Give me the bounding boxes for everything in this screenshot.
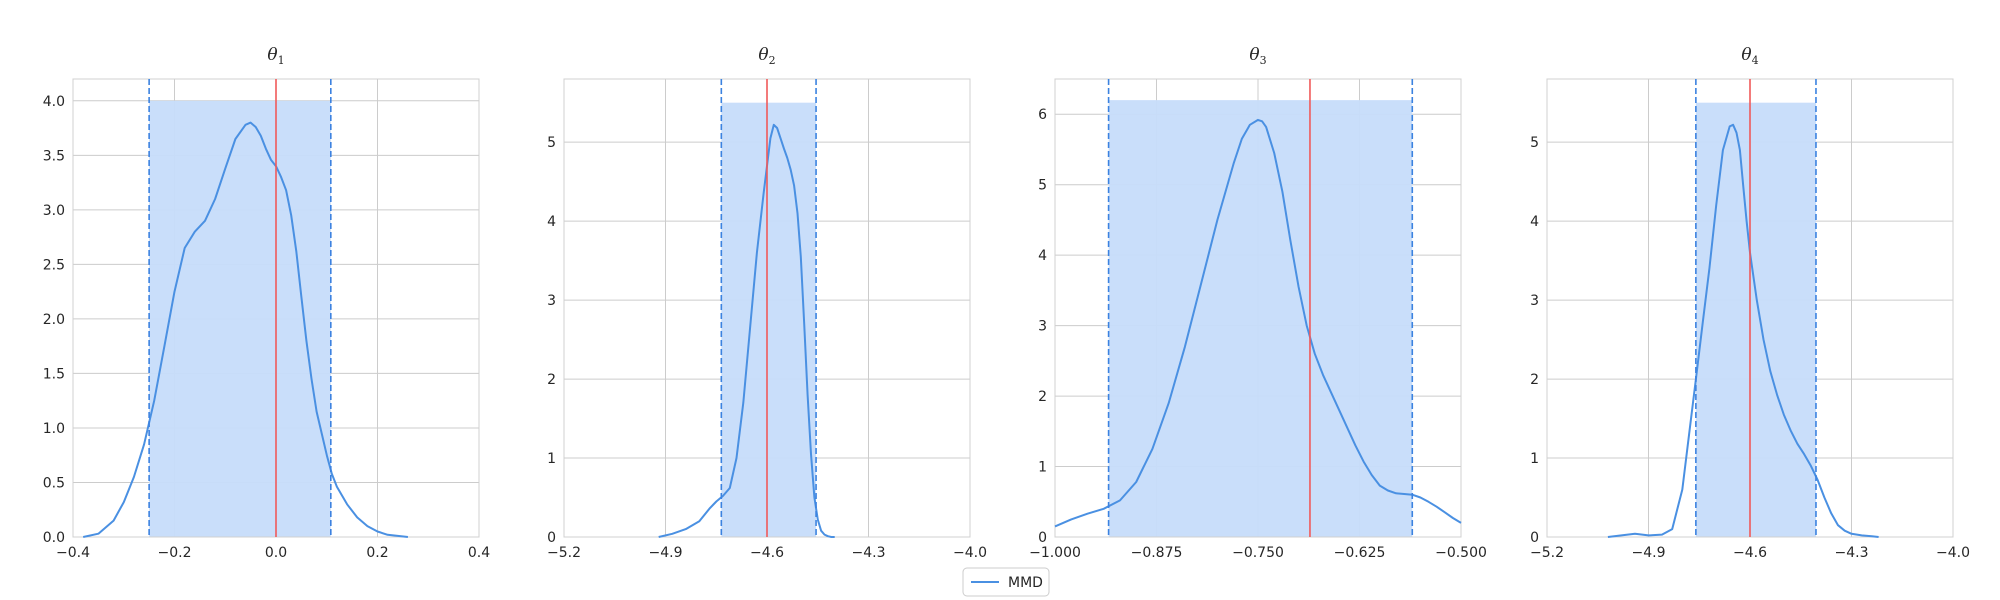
y-tick-label: 2 [547,372,556,388]
x-tick-label: −0.875 [1131,545,1183,561]
y-tick-label: 1.5 [43,366,65,382]
y-tick-label: 4 [1530,214,1539,230]
kde-curve [1054,118,1462,528]
credible-interval-band [1108,100,1413,537]
axes-frame [1054,78,1462,538]
panel-title-subscript: 2 [769,54,776,67]
x-tick-label: −5.2 [547,545,581,561]
y-tick-label: 1 [547,451,556,467]
y-tick-label: 3.5 [43,148,65,164]
y-tick-label: 3 [547,293,556,309]
y-tick-label: 0 [547,530,556,546]
y-tick-label: 3.0 [43,203,65,219]
x-tick-label: −5.2 [1530,545,1564,561]
y-tick-label: 2.5 [43,257,65,273]
panel-title: θ3 [1249,45,1266,67]
x-tick-label: −4.0 [953,545,987,561]
panel-4: θ4 −5.2 −4.9 −4.6 −4.3 −4.0 0 1 2 3 4 5 [1530,45,1970,561]
y-tick-label: 2 [1038,389,1047,405]
panel-1: θ1 −0.4 −0.2 0.0 0.2 0.4 0.0 0.5 1.0 1.5 2.0 2.5 3.0… [43,45,490,561]
y-tick-label: 1 [1530,451,1539,467]
credible-interval-band [1695,102,1816,538]
legend-box [962,567,1050,597]
y-tick-label: 6 [1038,107,1047,123]
y-tick-label: 0 [1530,530,1539,546]
panel-title-subscript: 3 [1260,54,1267,67]
x-tick-label: 0.0 [265,545,287,561]
y-tick-label: 5 [547,135,556,151]
y-tick-label: 3 [1530,293,1539,309]
panels: θ1 −0.4 −0.2 0.0 0.2 0.4 0.0 0.5 1.0 1.5 2.0 2.5 3.0… [43,45,1970,561]
panel-title-subscript: 1 [278,54,285,67]
y-tick-label: 0 [1038,530,1047,546]
x-tick-label: −4.3 [1835,545,1869,561]
y-tick-label: 5 [1530,135,1539,151]
x-tick-label: 0.2 [366,545,388,561]
panel-title-subscript: 4 [1752,54,1759,67]
panel-title: θ1 [267,45,284,67]
x-tick-label: −0.625 [1334,545,1386,561]
y-tick-label: 4.0 [43,94,65,110]
x-tick-label: −0.750 [1232,545,1284,561]
panel-title: θ4 [1741,45,1758,67]
legend-label: MMD [1008,575,1043,591]
y-tick-label: 2.0 [43,312,65,328]
y-tick-label: 0.0 [43,530,65,546]
x-tick-label: −1.000 [1029,545,1081,561]
x-tick-label: 0.4 [468,545,490,561]
y-tick-label: 0.5 [43,475,65,491]
credible-interval-band [721,102,817,538]
x-tick-label: −4.9 [649,545,683,561]
x-tick-label: −0.4 [56,545,90,561]
x-tick-label: −0.2 [158,545,192,561]
kde-curve [658,123,835,538]
x-tick-label: −4.3 [852,545,886,561]
y-tick-label: 2 [1530,372,1539,388]
y-tick-label: 1 [1038,460,1047,476]
x-tick-label: −4.0 [1936,545,1970,561]
y-tick-label: 4 [547,214,556,230]
panel-title: θ2 [758,45,775,67]
kde-curve [1607,123,1879,538]
x-tick-label: −4.9 [1632,545,1666,561]
y-tick-label: 1.0 [43,421,65,437]
legend: MMD [962,567,1050,597]
panel-3: θ3 −1.000 −0.875 −0.750 −0.625 −0.500 0 1 2 3 4 5 6 [1029,45,1487,561]
x-tick-label: −4.6 [750,545,784,561]
kde-curve [82,121,409,538]
credible-interval-band [149,100,331,538]
y-tick-label: 4 [1038,248,1047,264]
x-tick-label: −0.500 [1435,545,1487,561]
y-tick-label: 3 [1038,319,1047,335]
x-tick-label: −4.6 [1733,545,1767,561]
y-tick-label: 5 [1038,178,1047,194]
panel-2: θ2 −5.2 −4.9 −4.6 −4.3 −4.0 0 1 2 3 4 5 [547,45,987,561]
